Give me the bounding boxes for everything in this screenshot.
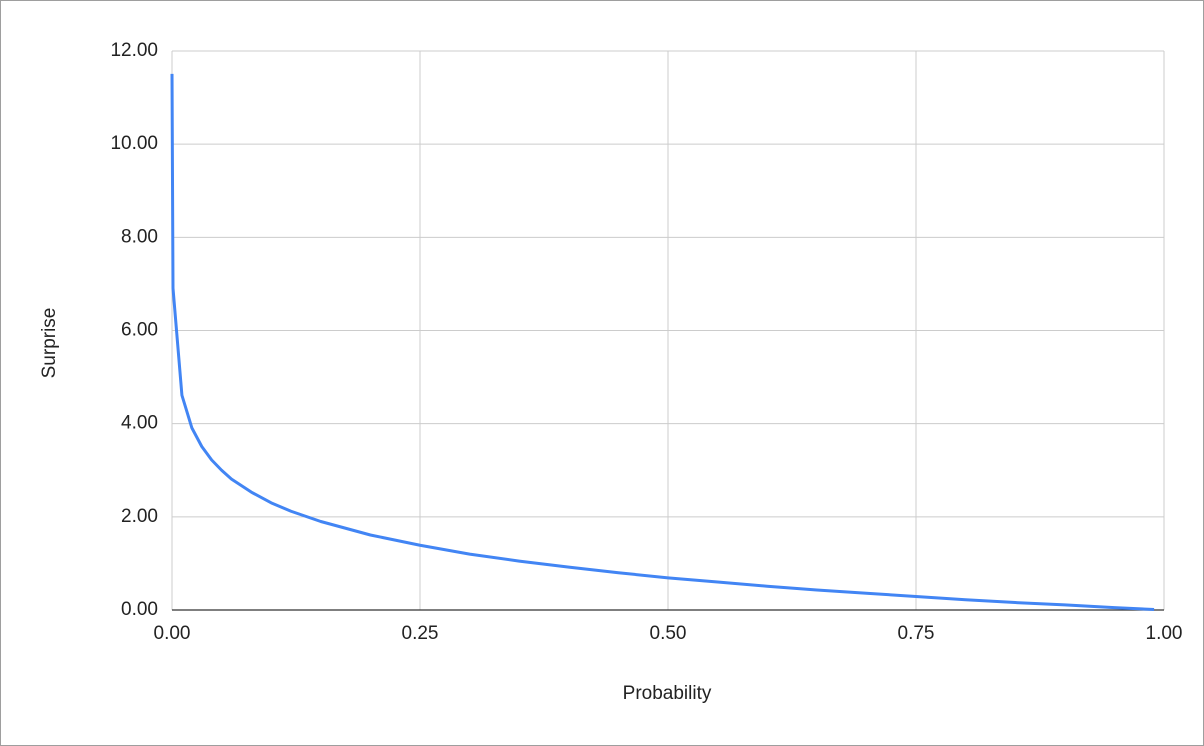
y-tick-label: 6.00 (121, 320, 158, 341)
y-tick-label: 8.00 (121, 226, 158, 247)
x-tick-label: 1.00 (1146, 623, 1183, 644)
y-tick-label: 0.00 (121, 599, 158, 620)
x-tick-label: 0.25 (402, 623, 439, 644)
y-axis-label: Surprise (39, 308, 60, 379)
x-axis-label: Probability (623, 683, 712, 704)
y-tick-label: 12.00 (110, 40, 158, 61)
x-tick-label: 0.00 (154, 623, 191, 644)
x-tick-label: 0.75 (898, 623, 935, 644)
x-tick-label: 0.50 (650, 623, 687, 644)
data-line (170, 73, 1155, 612)
y-tick-label: 2.00 (121, 506, 158, 527)
y-tick-label: 10.00 (110, 133, 158, 154)
y-tick-label: 4.00 (121, 413, 158, 434)
